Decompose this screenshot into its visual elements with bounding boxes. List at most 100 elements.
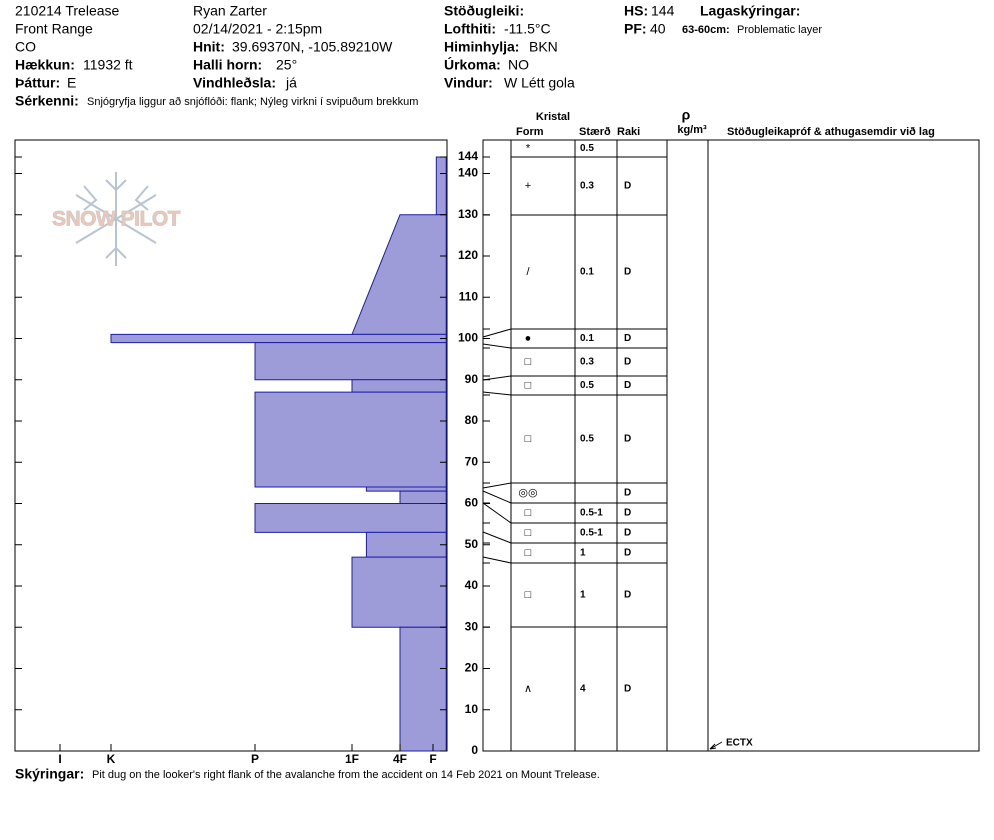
moisture-cell: D xyxy=(624,548,631,559)
label: Sérkenni: xyxy=(15,93,79,109)
x-tick-label: K xyxy=(107,752,116,766)
y-tick-label: 144 xyxy=(458,149,478,163)
label: Stöðugleiki: xyxy=(444,3,524,19)
y-tick-label: 70 xyxy=(465,454,479,468)
hardness-layer xyxy=(399,626,447,752)
value: 25° xyxy=(276,57,297,73)
logo: SNOW PILOT xyxy=(52,208,181,231)
observer: Ryan Zarter xyxy=(193,3,267,19)
value: 144 xyxy=(651,3,675,19)
y-tick-label: 30 xyxy=(465,619,479,633)
size-cell: 0.3 xyxy=(580,357,594,368)
y-tick-label: 110 xyxy=(459,289,479,303)
label: Hnit: xyxy=(193,39,225,55)
y-tick-label: 130 xyxy=(458,207,478,221)
form-cell: ∧ xyxy=(524,683,532,695)
y-tick-label: 120 xyxy=(458,248,478,262)
size-cell: 0.5 xyxy=(580,434,594,445)
size-cell: 0.3 xyxy=(580,181,594,192)
value: BKN xyxy=(529,39,558,55)
value: Problematic layer xyxy=(737,24,822,36)
label: PF: xyxy=(624,21,647,37)
label: Hækkun: xyxy=(15,57,75,73)
size-cell: 0.5-1 xyxy=(580,528,603,539)
y-tick-label: 100 xyxy=(458,331,478,345)
form-cell: ● xyxy=(525,332,532,344)
size-cell: 0.1 xyxy=(580,267,594,278)
table-frame xyxy=(482,139,980,752)
label: Himinhylja: xyxy=(444,39,519,55)
y-tick-label: 0 xyxy=(471,743,478,757)
form-cell: ◎◎ xyxy=(518,487,537,499)
x-tick-label: F xyxy=(429,752,436,766)
size-cell: 1 xyxy=(580,548,586,559)
value: Snjógryfja liggur að snjóflóði: flank; N… xyxy=(87,96,418,108)
moisture-cell: D xyxy=(624,380,631,391)
value: 39.69370N, -105.89210W xyxy=(232,39,393,55)
x-tick-label: 4F xyxy=(393,752,407,766)
label: Vindhleðsla: xyxy=(193,75,276,91)
size-cell: 0.5 xyxy=(580,380,594,391)
form-cell: □ xyxy=(525,433,532,445)
label: Þáttur: xyxy=(15,75,60,91)
label: Úrkoma: xyxy=(444,56,501,73)
label: HS: xyxy=(624,3,648,19)
y-tick-label: 50 xyxy=(465,537,479,551)
size-cell: 4 xyxy=(580,684,586,695)
hardness-layer xyxy=(254,391,447,488)
form-cell: * xyxy=(526,142,531,154)
header-cell: Raki xyxy=(617,126,640,138)
hardness-layer xyxy=(254,342,447,381)
moisture-cell: D xyxy=(624,267,631,278)
hardness-layer xyxy=(351,556,447,628)
x-tick-label: P xyxy=(251,752,259,766)
hardness-frame xyxy=(14,139,448,752)
value: NO xyxy=(508,57,529,73)
y-tick-label: 20 xyxy=(465,661,479,675)
moisture-cell: D xyxy=(624,528,631,539)
header-cell: ρ xyxy=(682,107,691,123)
moisture-cell: D xyxy=(624,357,631,368)
y-tick-label: 140 xyxy=(458,166,478,180)
header-cell: kg/m³ xyxy=(677,124,707,136)
hardness-layer xyxy=(365,531,447,558)
hardness-layer xyxy=(365,486,447,492)
datetime: 02/14/2021 - 2:15pm xyxy=(193,21,322,37)
value: Pit dug on the looker's right flank of t… xyxy=(92,769,600,781)
header-cell: Stöðugleikapróf & athugasemdir við lag xyxy=(727,126,935,138)
form-cell: + xyxy=(525,180,531,192)
label: Lagaskýringar: xyxy=(700,3,800,19)
y-tick-label: 60 xyxy=(465,496,479,510)
y-tick-label: 90 xyxy=(465,372,479,386)
test-result: ECTX xyxy=(726,738,753,749)
range: Front Range xyxy=(15,21,93,37)
header-cell: Stærð xyxy=(579,126,611,138)
hardness-layer xyxy=(435,156,447,216)
header-cell: Kristal xyxy=(536,111,570,123)
label: 63-60cm: xyxy=(682,24,730,36)
logo-flake xyxy=(75,172,157,266)
site: 210214 Trelease xyxy=(15,3,120,19)
moisture-cell: D xyxy=(624,181,631,192)
form-cell: / xyxy=(526,266,530,278)
size-cell: 0.5-1 xyxy=(580,508,603,519)
moisture-cell: D xyxy=(624,434,631,445)
moisture-cell: D xyxy=(624,488,631,499)
form-cell: □ xyxy=(525,356,532,368)
label: Skýringar: xyxy=(15,766,84,782)
x-tick-label: I xyxy=(58,752,61,766)
size-cell: 0.1 xyxy=(580,333,594,344)
value: 40 xyxy=(650,21,666,37)
value: 11932 ft xyxy=(83,57,133,73)
form-cell: □ xyxy=(525,379,532,391)
moisture-cell: D xyxy=(624,684,631,695)
value: W Létt gola xyxy=(504,75,575,91)
value: E xyxy=(67,75,76,91)
label: Halli horn: xyxy=(193,57,262,73)
form-cell: □ xyxy=(525,589,532,601)
hardness-layer xyxy=(110,333,447,344)
moisture-cell: D xyxy=(624,590,631,601)
y-tick-label: 40 xyxy=(465,578,479,592)
value: -11.5°C xyxy=(504,21,551,37)
